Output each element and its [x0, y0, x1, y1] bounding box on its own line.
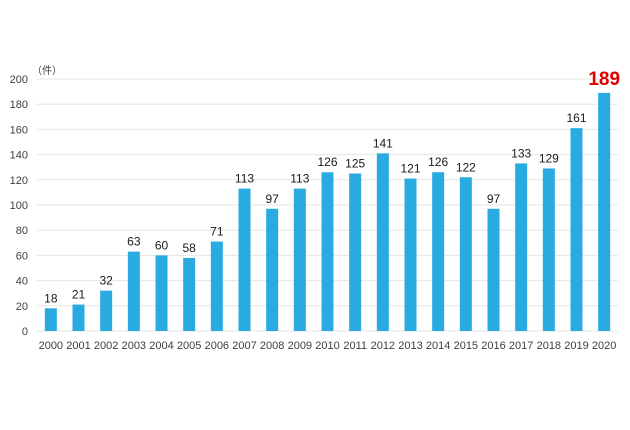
x-tick-label: 2007 — [232, 340, 256, 352]
y-tick-label: 100 — [10, 200, 28, 212]
data-label-2015: 122 — [456, 160, 476, 174]
x-tick-label: 2015 — [454, 340, 478, 352]
bar-2014 — [432, 172, 445, 331]
y-tick-label: 20 — [16, 301, 28, 313]
bar-2012 — [376, 153, 389, 331]
y-tick-label: 60 — [16, 250, 28, 262]
bar-2015 — [459, 177, 472, 331]
data-label-2011: 125 — [345, 157, 365, 171]
x-tick-label: 2013 — [398, 340, 422, 352]
bars — [44, 92, 611, 331]
x-tick-label: 2011 — [343, 340, 367, 352]
x-tick-label: 2009 — [288, 340, 312, 352]
bar-2001 — [72, 304, 85, 331]
bar-2020 — [598, 92, 611, 331]
y-axis: 0 20 40 60 80 100 120 140 160 180 200 — [10, 74, 28, 338]
data-label-2009: 113 — [290, 172, 309, 186]
data-label-2001: 21 — [72, 288, 86, 302]
y-tick-label: 180 — [10, 99, 28, 111]
data-label-2008: 97 — [265, 192, 279, 206]
data-label-2005: 58 — [182, 241, 196, 255]
bar-2013 — [404, 178, 417, 331]
bar-2016 — [487, 208, 500, 331]
bar-2009 — [293, 188, 306, 331]
bar-2018 — [542, 168, 555, 331]
x-tick-label: 2016 — [481, 340, 505, 352]
x-tick-label: 2020 — [592, 340, 616, 352]
x-tick-label: 2006 — [205, 340, 229, 352]
data-label-2003: 63 — [127, 235, 141, 249]
x-tick-label: 2012 — [371, 340, 395, 352]
bar-2004 — [155, 255, 168, 331]
data-label-2002: 32 — [99, 274, 113, 288]
bar-2010 — [321, 172, 334, 331]
data-label-2019: 161 — [566, 111, 586, 125]
y-tick-label: 120 — [10, 175, 28, 187]
x-tick-label: 2002 — [94, 340, 118, 352]
y-tick-label: 160 — [10, 124, 28, 136]
data-label-2013: 121 — [400, 162, 420, 176]
y-tick-label: 0 — [22, 326, 28, 338]
x-tick-label: 2000 — [39, 340, 63, 352]
y-axis-unit-label: （件） — [32, 65, 62, 77]
bar-2008 — [266, 208, 279, 331]
bar-2002 — [100, 290, 113, 331]
data-label-2017: 133 — [511, 146, 531, 160]
data-label-2018: 129 — [539, 151, 559, 165]
x-axis: 2000 2001 2002 2003 2004 2005 2006 2007 2008 2009… — [39, 340, 617, 352]
bar-2011 — [349, 173, 362, 331]
data-label-2007: 113 — [235, 172, 254, 186]
x-tick-label: 2005 — [177, 340, 201, 352]
x-tick-label: 2010 — [315, 340, 339, 352]
data-label-2014: 126 — [428, 155, 448, 169]
data-label-2012: 141 — [373, 136, 393, 150]
x-tick-label: 2014 — [426, 340, 450, 352]
data-label-2010: 126 — [317, 155, 337, 169]
x-tick-label: 2003 — [122, 340, 146, 352]
x-tick-label: 2019 — [564, 340, 588, 352]
data-label-2020: 189 — [588, 69, 620, 90]
bar-2017 — [515, 163, 528, 331]
y-tick-label: 140 — [10, 150, 28, 162]
bar-2000 — [44, 308, 57, 331]
data-label-2004: 60 — [155, 238, 169, 252]
y-tick-label: 200 — [10, 74, 28, 86]
y-tick-label: 40 — [16, 276, 28, 288]
data-label-2016: 97 — [487, 192, 501, 206]
bar-2003 — [127, 251, 140, 331]
y-tick-label: 80 — [16, 225, 28, 237]
data-labels: 18 21 32 63 60 58 71 113 97 113 126 125 141 121 126 122… — [44, 69, 620, 305]
x-tick-label: 2001 — [66, 340, 90, 352]
data-label-2000: 18 — [44, 291, 58, 305]
x-tick-label: 2018 — [537, 340, 561, 352]
bar-2005 — [183, 257, 196, 331]
data-label-2006: 71 — [210, 225, 224, 239]
x-tick-label: 2008 — [260, 340, 284, 352]
bar-2006 — [210, 241, 223, 331]
x-tick-label: 2017 — [509, 340, 533, 352]
bar-2019 — [570, 128, 583, 331]
x-tick-label: 2004 — [149, 340, 173, 352]
bar-2007 — [238, 188, 251, 331]
